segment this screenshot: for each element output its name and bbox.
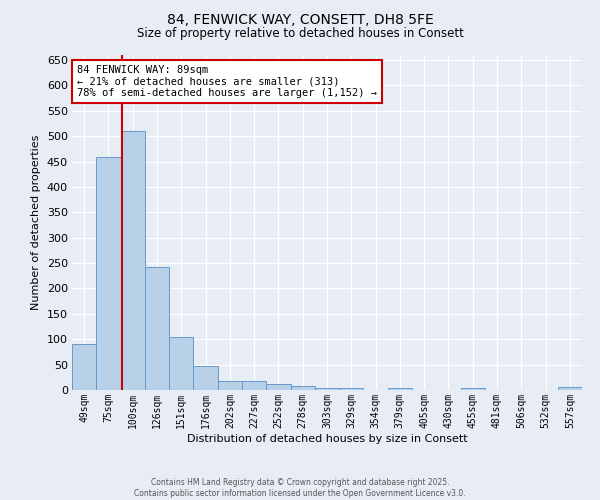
- Text: 84 FENWICK WAY: 89sqm
← 21% of detached houses are smaller (313)
78% of semi-det: 84 FENWICK WAY: 89sqm ← 21% of detached …: [77, 65, 377, 98]
- X-axis label: Distribution of detached houses by size in Consett: Distribution of detached houses by size …: [187, 434, 467, 444]
- Bar: [266, 384, 290, 390]
- Bar: [169, 336, 193, 390]
- Text: Contains HM Land Registry data © Crown copyright and database right 2025.
Contai: Contains HM Land Registry data © Crown c…: [134, 478, 466, 498]
- Bar: [339, 388, 364, 390]
- Bar: [145, 266, 169, 390]
- Bar: [96, 156, 121, 390]
- Bar: [461, 388, 485, 390]
- Bar: [290, 386, 315, 390]
- Bar: [388, 388, 412, 390]
- Y-axis label: Number of detached properties: Number of detached properties: [31, 135, 41, 310]
- Bar: [121, 131, 145, 390]
- Bar: [315, 388, 339, 390]
- Bar: [242, 381, 266, 390]
- Bar: [558, 388, 582, 390]
- Bar: [72, 344, 96, 390]
- Text: 84, FENWICK WAY, CONSETT, DH8 5FE: 84, FENWICK WAY, CONSETT, DH8 5FE: [167, 12, 433, 26]
- Bar: [218, 381, 242, 390]
- Bar: [193, 366, 218, 390]
- Text: Size of property relative to detached houses in Consett: Size of property relative to detached ho…: [137, 28, 463, 40]
